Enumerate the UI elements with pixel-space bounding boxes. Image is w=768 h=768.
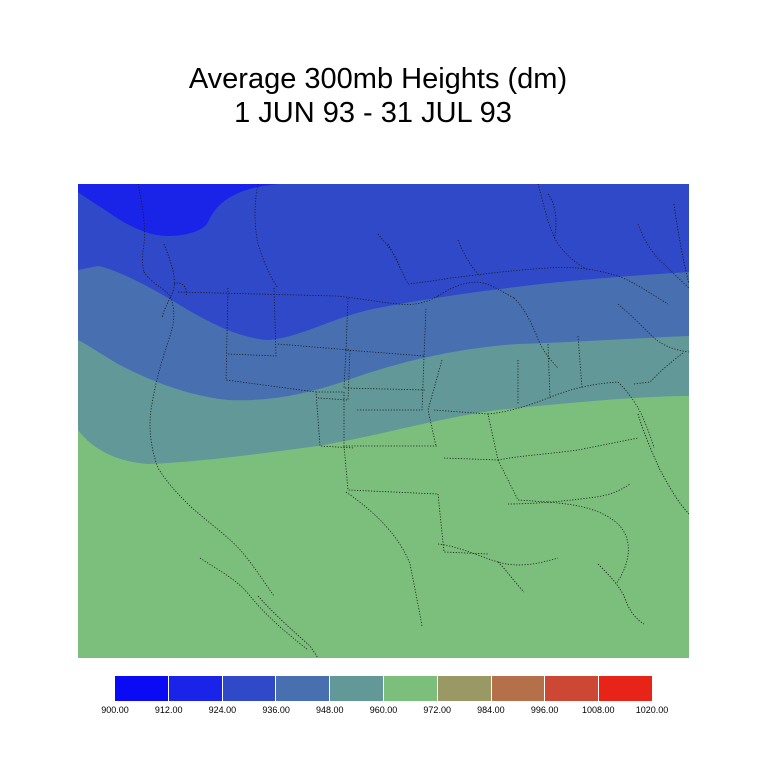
color-legend-bar — [115, 676, 652, 701]
legend-tick-label: 960.00 — [369, 705, 398, 715]
color-legend-labels: 900.00 912.00 924.00 936.00 948.00 960.00 972.… — [0, 705, 768, 719]
band-924-936 — [78, 184, 689, 340]
title-line-1: Average 300mb Heights (dm) — [188, 63, 568, 95]
legend-swatch — [115, 676, 169, 701]
legend-tick-label: 984.00 — [477, 705, 505, 715]
legend-tick-label: 924.00 — [208, 705, 237, 715]
legend-swatch — [437, 676, 492, 701]
legend-tick-label: 996.00 — [530, 705, 559, 715]
legend-tick-label: 936.00 — [262, 705, 290, 715]
legend-swatch — [276, 676, 331, 701]
height-contour-map — [78, 184, 689, 658]
coastlines — [161, 193, 689, 658]
legend-tick-label: 972.00 — [423, 705, 451, 715]
legend-tick-label: 948.00 — [316, 705, 344, 715]
legend-swatch — [491, 676, 546, 701]
legend-swatch — [545, 676, 600, 701]
title-line-2: 1 JUN 93 - 31 JUL 93 — [234, 97, 512, 129]
legend-swatch — [168, 676, 223, 701]
legend-swatch — [330, 676, 384, 701]
political-boundaries — [137, 184, 689, 651]
legend-tick-label: 1020.00 — [635, 705, 669, 715]
legend-swatch — [222, 676, 277, 701]
legend-swatch — [599, 676, 652, 701]
legend-tick-label: 912.00 — [154, 705, 183, 715]
legend-swatch — [383, 676, 438, 701]
band-912-924 — [78, 184, 278, 236]
legend-tick-label: 900.00 — [101, 705, 129, 715]
legend-tick-label: 1008.00 — [582, 705, 615, 715]
